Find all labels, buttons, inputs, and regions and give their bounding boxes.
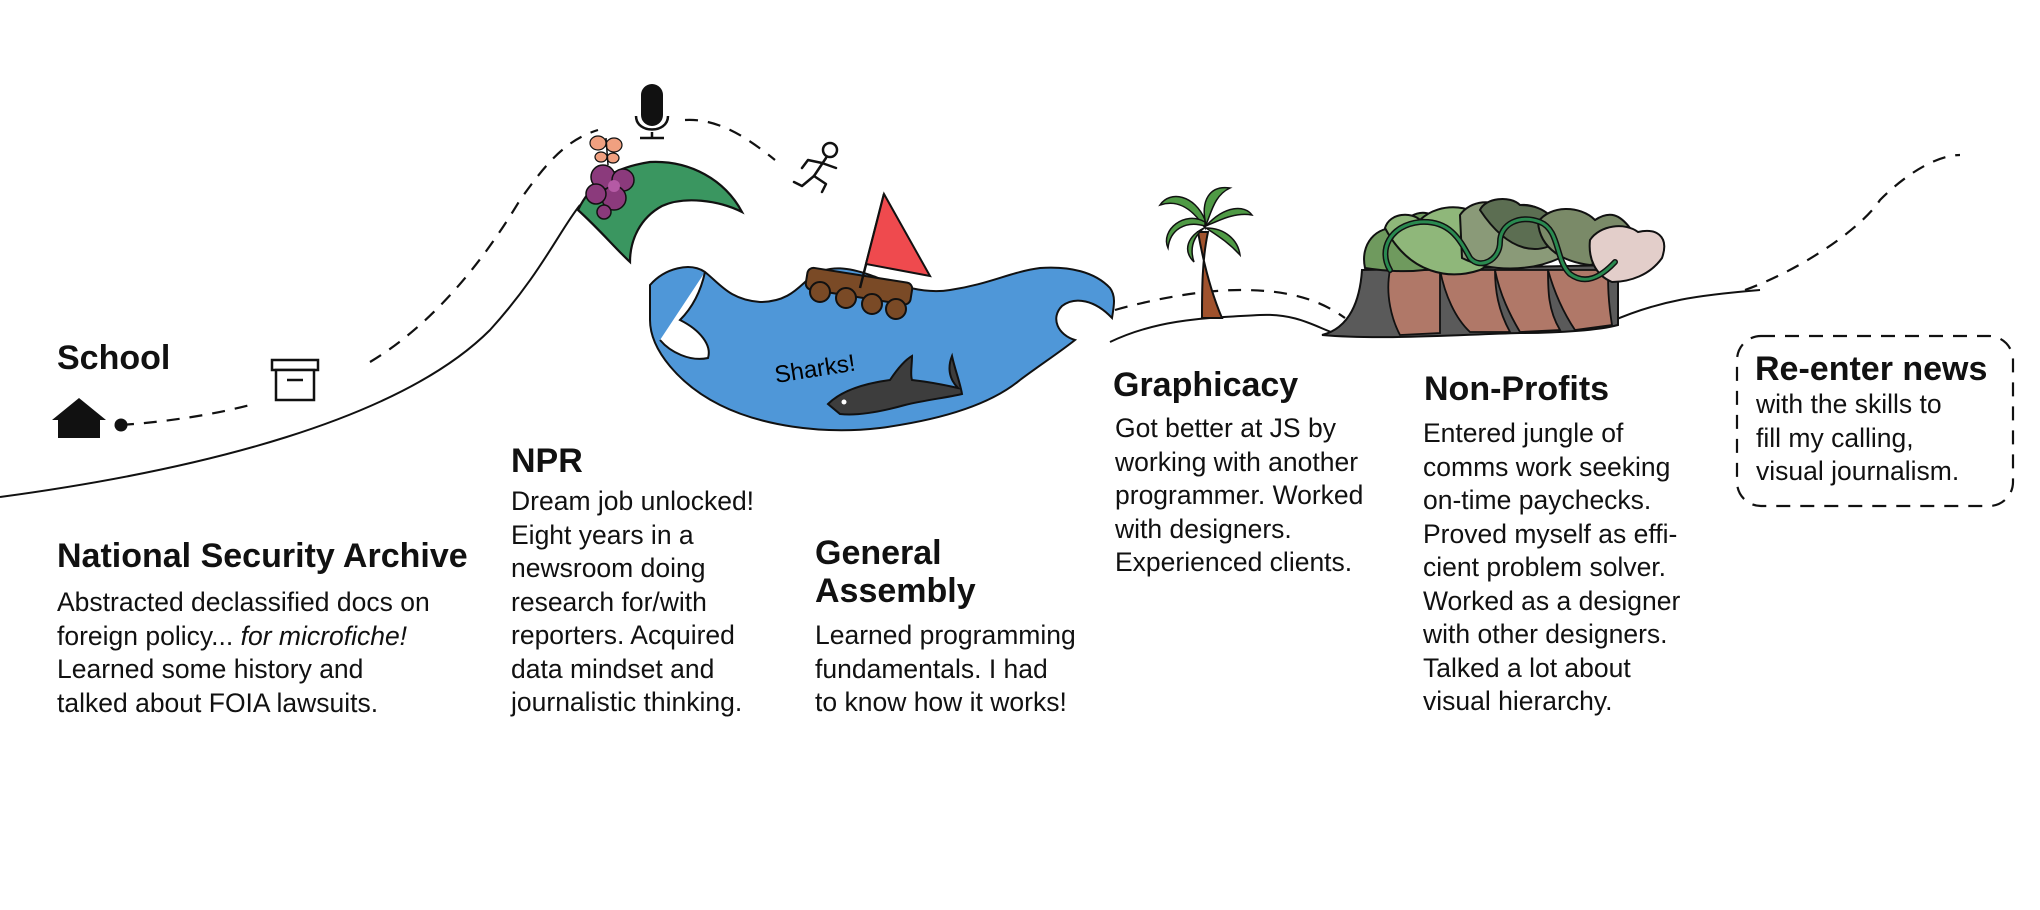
stop-body-line: visual hierarchy.: [1423, 686, 1613, 716]
stop-body-line: fill my calling,: [1756, 422, 1914, 453]
stop-body-npr: Dream job unlocked! Eight years in a new…: [511, 485, 754, 720]
butterfly-icon: [589, 135, 623, 166]
stop-body-line: visual journalism.: [1756, 456, 1960, 486]
stop-title-nonprofits: Non-Profits: [1424, 370, 1610, 408]
stop-body-line: on-time paychecks.: [1423, 485, 1652, 515]
stop-body-line: data mindset and: [511, 653, 715, 684]
stop-body-line: Entered jungle of: [1423, 418, 1624, 448]
sea-left-swirl: [659, 271, 710, 360]
flower-icon: [585, 164, 635, 220]
stop-body-line: reporters. Acquired: [511, 620, 735, 650]
shark-eye: [841, 399, 847, 405]
stop-body-line: comms work seeking: [1423, 451, 1671, 482]
stop-body-line: Talked a lot about: [1423, 652, 1631, 683]
stop-body-line: journalistic thinking.: [511, 687, 743, 717]
stop-body-line: foreign policy... for microfiche!: [57, 620, 430, 654]
stop-body-line: working with another: [1115, 446, 1359, 477]
microphone-icon: [634, 84, 670, 140]
stop-body-line: Got better at JS by: [1115, 413, 1336, 443]
journey-path: [120, 118, 1961, 427]
stop-body-line: Dream job unlocked!: [511, 486, 755, 516]
stop-title-graphicacy: Graphicacy: [1113, 366, 1299, 404]
stop-title-nsa: National Security Archive: [57, 537, 468, 575]
stop-body-reenter: with the skills to fill my calling, visu…: [1756, 388, 1959, 489]
stop-body-emphasis: for microfiche!: [240, 620, 408, 651]
stop-body-nsa: Abstracted declassified docs on foreign …: [57, 586, 430, 720]
stop-body-line: talked about FOIA lawsuits.: [57, 687, 379, 718]
reenter-news-callout-frame: [1735, 334, 2015, 508]
sea-water: [649, 266, 1115, 432]
stop-body-line: Proved myself as effi-: [1423, 518, 1678, 549]
shark-icon: [826, 352, 964, 416]
stop-body-line: research for/with: [511, 586, 707, 617]
house-icon: [52, 398, 106, 438]
stop-title-npr: NPR: [511, 442, 583, 480]
stop-title-school: School: [57, 339, 171, 377]
stop-body-ga: Learned programming fundamentals. I had …: [815, 619, 1076, 720]
stop-body-line: Abstracted declassified docs on: [57, 587, 430, 617]
stop-body-line: Experienced clients.: [1115, 547, 1353, 577]
stop-body-line: with other designers.: [1423, 619, 1668, 649]
stop-title-line: General: [815, 534, 942, 572]
hill-outline-right: [1109, 289, 1761, 343]
archive-box-icon: [270, 358, 320, 402]
stop-body-line: Worked as a designer: [1423, 585, 1681, 616]
stop-body-line: Learned some history and: [57, 654, 364, 684]
sailboat-icon: [804, 191, 932, 320]
landscape-hill: [0, 173, 2040, 910]
jungle-trees-icon: [1321, 198, 1666, 339]
stop-body-line: Eight years in a: [511, 519, 694, 550]
stop-body-graphicacy: Got better at JS by working with another…: [1115, 412, 1363, 580]
palm-tree-icon: [1158, 186, 1254, 319]
hill-outline: [0, 204, 581, 498]
stop-body-line: with the skills to: [1756, 389, 1942, 419]
stop-title-ga: General Assembly: [815, 534, 976, 610]
stop-title-line: Assembly: [815, 572, 976, 610]
running-person-icon: [792, 141, 839, 194]
stop-body-line: fundamentals. I had: [815, 653, 1048, 684]
stop-body-nonprofits: Entered jungle of comms work seeking on-…: [1423, 417, 1680, 719]
start-point-marker: [114, 418, 128, 432]
stop-body-line: Learned programming: [815, 620, 1076, 650]
stop-body-line: cient problem solver.: [1423, 552, 1667, 582]
stop-body-line: programmer. Worked: [1115, 480, 1364, 510]
stop-body-line: newsroom doing: [511, 553, 706, 583]
stop-body-span: foreign policy...: [57, 620, 234, 651]
stop-title-reenter: Re-enter news: [1755, 350, 1988, 388]
stop-body-line: with designers.: [1115, 513, 1292, 544]
stop-body-line: to know how it works!: [815, 687, 1067, 717]
